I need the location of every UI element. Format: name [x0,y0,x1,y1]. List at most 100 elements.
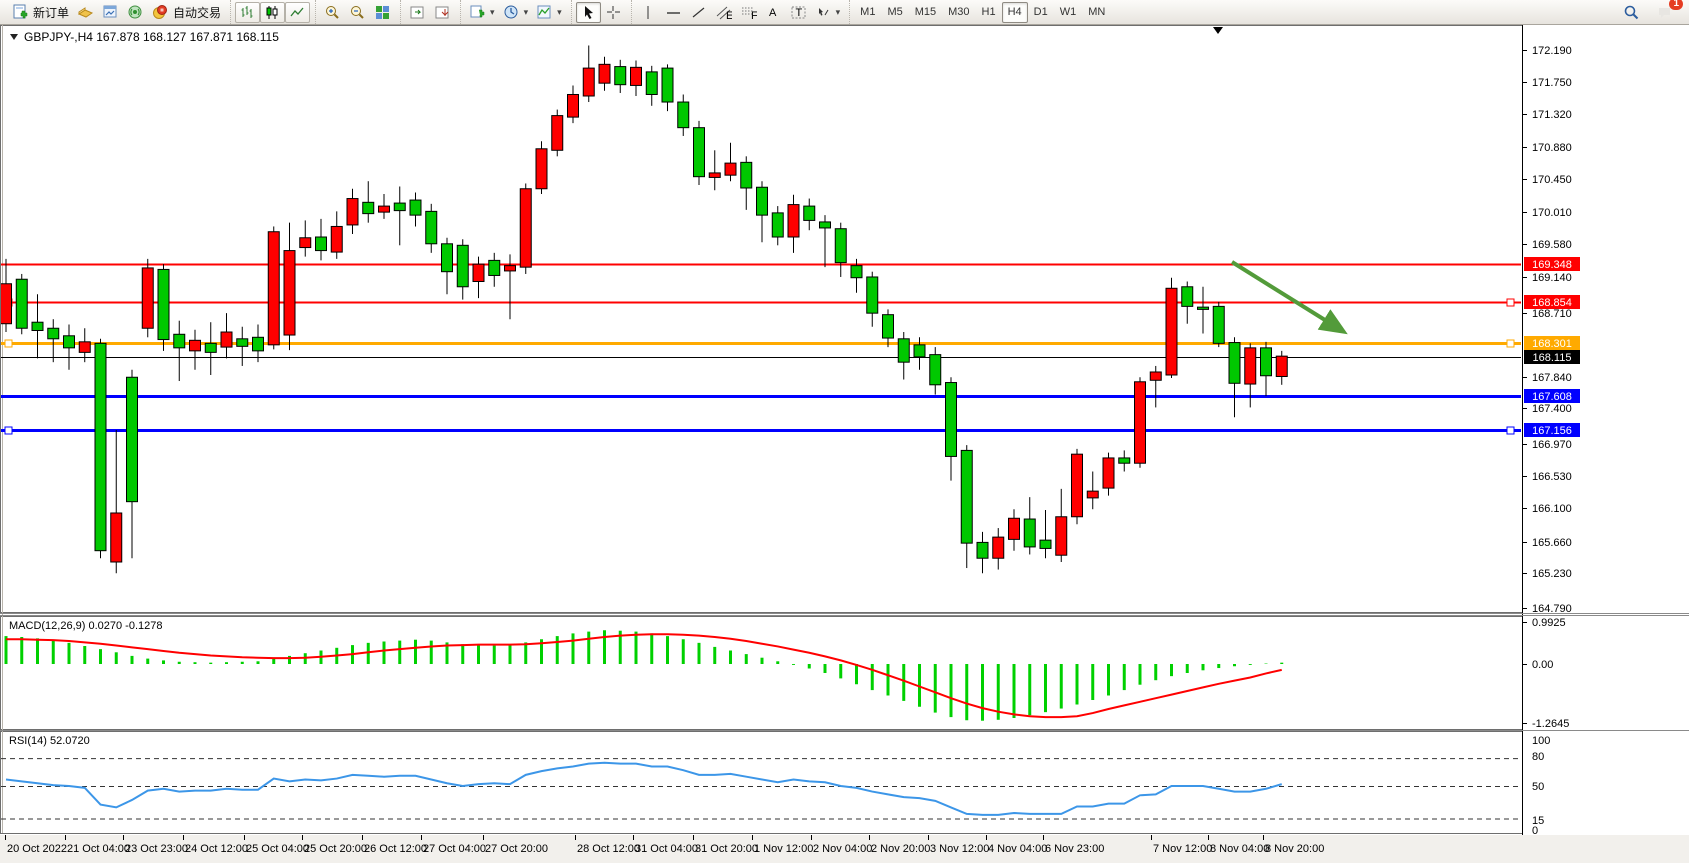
candle-body [708,172,721,178]
candle-body [1118,457,1131,464]
rsi-scale-label: 100 [1532,735,1550,747]
text-label-button[interactable]: T [786,2,811,23]
candle-body [1086,490,1099,499]
line-anchor[interactable] [1506,339,1515,348]
timeframe-m1-button[interactable]: M1 [860,6,876,18]
cursor-icon [584,5,593,19]
chart-autoscroll-button[interactable] [430,2,455,23]
time-tick-label: 26 Oct 12:00 [364,843,427,855]
line-anchor[interactable] [1506,426,1515,435]
candle-body [1165,287,1178,376]
crosshair-button[interactable] [601,2,626,23]
zoom-out-button[interactable] [345,2,370,23]
cursor-button[interactable] [575,1,601,23]
candle-body [645,71,658,95]
candle-body [409,199,422,216]
periods-button[interactable]: ▾ [499,2,533,23]
timeframe-mn-button[interactable]: MN [1088,6,1106,18]
toolbar-group-chart-type [230,0,314,24]
annotations [1230,260,1348,335]
line-anchor[interactable] [4,339,13,348]
timeframe-m30-button[interactable]: M30 [948,6,970,18]
tile-windows-button[interactable] [370,2,395,23]
time-tick-label: 8 Nov 04:00 [1210,843,1269,855]
new-order-button[interactable]: 新订单 [8,2,73,23]
candle-body [897,338,910,363]
timeframe-d1-button[interactable]: D1 [1033,6,1048,18]
signals-button[interactable] [123,2,148,23]
profiles-button[interactable] [73,2,98,23]
fibonacci-button[interactable]: F [736,2,761,23]
auto-trading-icon [153,4,168,19]
candle-body [78,341,91,353]
candle-body [945,382,957,457]
vertical-line-icon [647,5,649,19]
candlestick-series [1,45,1288,574]
candle-body [803,205,816,221]
caret-down-icon: ▾ [490,6,495,17]
toolbar-right: 1 [1619,0,1685,23]
trendline-button[interactable] [686,2,711,23]
candle-body [598,63,611,84]
bar-chart-button[interactable] [235,1,261,23]
chart-header: GBPJPY-,H4 167.878 168.127 167.871 168.1… [10,30,279,44]
timeframe-m5-button[interactable]: M5 [887,6,903,18]
line-anchor[interactable] [4,426,13,435]
market-watch-button[interactable] [98,2,123,23]
candle-body [882,314,894,339]
vertical-line-button[interactable] [636,2,661,23]
signals-icon [128,5,142,18]
candle-body [189,339,201,352]
time-tick-label: 7 Nov 12:00 [1153,843,1212,855]
rsi-scale-label: 15 [1532,815,1544,827]
toolbar-group-cursor [570,0,630,24]
candle-body [819,221,831,229]
candle-body [567,93,579,118]
line-anchor[interactable] [1506,298,1515,307]
text-label-icon: T [791,6,806,19]
candlestick-chart-button[interactable] [260,1,286,23]
candle-body [535,148,548,190]
candle-body [1212,305,1225,344]
toolbar-group-new: ▾ ▾ ▾ [460,0,570,24]
price-tick-label: 169.580 [1532,239,1572,251]
price-tag-label: 168.115 [1533,352,1572,364]
arrows-button[interactable]: ▾ [811,2,845,23]
indicators-button[interactable]: ▾ [532,2,566,23]
candle-body [472,263,485,282]
timeframe-m15-button[interactable]: M15 [914,6,937,18]
candle-body [992,536,1005,559]
candle-body [551,115,564,151]
time-tick-label: 20 Oct 2022 [7,843,67,855]
chart-shift-marker[interactable] [1213,27,1223,34]
trend-arrow-annotation[interactable] [1230,260,1348,335]
chart-shift-button[interactable] [405,2,430,23]
candle-body [1197,306,1209,310]
candle-body [63,335,75,349]
chart-menu-arrow-icon[interactable] [10,34,18,40]
line-chart-button[interactable] [285,1,311,23]
new-chart-button[interactable]: ▾ [465,2,499,23]
time-tick-label: 27 Oct 04:00 [423,843,486,855]
horizontal-line-button[interactable] [661,2,686,23]
zoom-in-button[interactable] [320,2,345,23]
chart-canvas[interactable]: 172.190 171.750 171.320 170.880 170.450 170.0… [0,25,1689,863]
candle-body [362,201,375,215]
timeframe-w1-button[interactable]: W1 [1059,6,1077,18]
timeframe-h4-button[interactable]: H4 [1001,1,1028,23]
candle-body [1071,453,1083,518]
candle-body [1260,347,1272,377]
price-tick-label: 166.100 [1532,503,1572,515]
auto-trading-label: 自动交易 [173,5,222,20]
search-button[interactable] [1619,2,1644,23]
channel-button[interactable]: E [711,2,736,23]
text-button[interactable]: A [761,2,786,23]
macd-signal-line [6,633,1282,719]
timeframe-h1-button[interactable]: H1 [981,6,996,18]
chat-button[interactable]: 1 [1652,0,1683,23]
line-chart-icon [290,7,304,16]
auto-trading-button[interactable]: 自动交易 [148,2,225,23]
toolbar-group-chart-shift [400,0,459,24]
